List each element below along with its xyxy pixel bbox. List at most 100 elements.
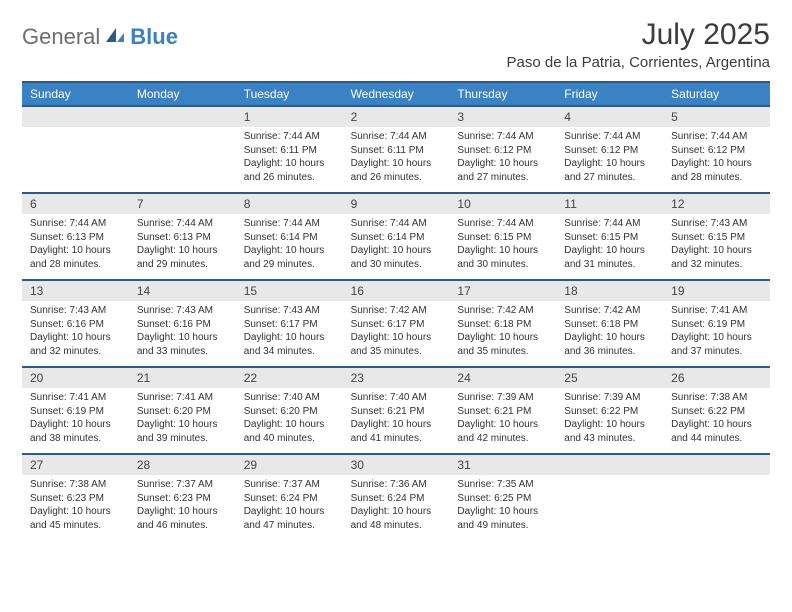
day-cell: Sunrise: 7:38 AMSunset: 6:22 PMDaylight:…: [663, 388, 770, 453]
logo: General Blue: [22, 24, 178, 50]
day-number: 17: [449, 281, 556, 301]
day-cell: Sunrise: 7:36 AMSunset: 6:24 PMDaylight:…: [343, 475, 450, 540]
sunrise-label: Sunrise: 7:41 AM: [671, 304, 762, 318]
daylight1-label: Daylight: 10 hours: [137, 505, 228, 519]
day-cell: Sunrise: 7:42 AMSunset: 6:18 PMDaylight:…: [449, 301, 556, 366]
sunrise-label: Sunrise: 7:44 AM: [564, 130, 655, 144]
daylight2-label: and 43 minutes.: [564, 432, 655, 446]
daylight2-label: and 29 minutes.: [244, 258, 335, 272]
sunrise-label: Sunrise: 7:40 AM: [351, 391, 442, 405]
sunset-label: Sunset: 6:12 PM: [564, 144, 655, 158]
calendar-body: 12345Sunrise: 7:44 AMSunset: 6:11 PMDayl…: [22, 105, 770, 540]
sunrise-label: Sunrise: 7:41 AM: [137, 391, 228, 405]
day-number: 25: [556, 368, 663, 388]
sunrise-label: Sunrise: 7:44 AM: [30, 217, 121, 231]
sunset-label: Sunset: 6:15 PM: [564, 231, 655, 245]
day-cell: Sunrise: 7:44 AMSunset: 6:14 PMDaylight:…: [343, 214, 450, 279]
sunrise-label: Sunrise: 7:44 AM: [457, 130, 548, 144]
daylight2-label: and 31 minutes.: [564, 258, 655, 272]
dayhead-monday: Monday: [129, 83, 236, 105]
sunrise-label: Sunrise: 7:44 AM: [244, 217, 335, 231]
day-cell: Sunrise: 7:37 AMSunset: 6:23 PMDaylight:…: [129, 475, 236, 540]
sunset-label: Sunset: 6:21 PM: [457, 405, 548, 419]
sunrise-label: Sunrise: 7:39 AM: [457, 391, 548, 405]
day-cell: [129, 127, 236, 192]
sunset-label: Sunset: 6:12 PM: [671, 144, 762, 158]
sunset-label: Sunset: 6:14 PM: [244, 231, 335, 245]
day-number: 13: [22, 281, 129, 301]
title-block: July 2025 Paso de la Patria, Corrientes,…: [507, 18, 770, 77]
sunrise-label: Sunrise: 7:37 AM: [137, 478, 228, 492]
day-cell: Sunrise: 7:44 AMSunset: 6:13 PMDaylight:…: [129, 214, 236, 279]
daylight2-label: and 37 minutes.: [671, 345, 762, 359]
daylight1-label: Daylight: 10 hours: [671, 157, 762, 171]
dayhead-sunday: Sunday: [22, 83, 129, 105]
sunrise-label: Sunrise: 7:37 AM: [244, 478, 335, 492]
sunset-label: Sunset: 6:22 PM: [564, 405, 655, 419]
sunset-label: Sunset: 6:17 PM: [244, 318, 335, 332]
daylight2-label: and 38 minutes.: [30, 432, 121, 446]
sunset-label: Sunset: 6:11 PM: [244, 144, 335, 158]
sunrise-label: Sunrise: 7:42 AM: [564, 304, 655, 318]
sunrise-label: Sunrise: 7:35 AM: [457, 478, 548, 492]
daylight1-label: Daylight: 10 hours: [564, 418, 655, 432]
daylight2-label: and 34 minutes.: [244, 345, 335, 359]
daylight1-label: Daylight: 10 hours: [457, 331, 548, 345]
sunrise-label: Sunrise: 7:38 AM: [30, 478, 121, 492]
daylight1-label: Daylight: 10 hours: [137, 244, 228, 258]
daylight2-label: and 28 minutes.: [671, 171, 762, 185]
day-cell: Sunrise: 7:42 AMSunset: 6:18 PMDaylight:…: [556, 301, 663, 366]
sunrise-label: Sunrise: 7:44 AM: [351, 217, 442, 231]
calendar-header-row: Sunday Monday Tuesday Wednesday Thursday…: [22, 81, 770, 105]
day-number: 24: [449, 368, 556, 388]
day-number: 8: [236, 194, 343, 214]
daylight1-label: Daylight: 10 hours: [351, 505, 442, 519]
daynum-row: 2728293031: [22, 453, 770, 475]
day-number: 22: [236, 368, 343, 388]
dayhead-tuesday: Tuesday: [236, 83, 343, 105]
dayhead-friday: Friday: [556, 83, 663, 105]
daylight2-label: and 32 minutes.: [671, 258, 762, 272]
sunrise-label: Sunrise: 7:38 AM: [671, 391, 762, 405]
day-cell: Sunrise: 7:44 AMSunset: 6:12 PMDaylight:…: [556, 127, 663, 192]
sunrise-label: Sunrise: 7:44 AM: [137, 217, 228, 231]
day-number: 12: [663, 194, 770, 214]
daylight2-label: and 40 minutes.: [244, 432, 335, 446]
daylight1-label: Daylight: 10 hours: [137, 331, 228, 345]
day-number: 6: [22, 194, 129, 214]
sunset-label: Sunset: 6:25 PM: [457, 492, 548, 506]
sunset-label: Sunset: 6:15 PM: [457, 231, 548, 245]
sunrise-label: Sunrise: 7:41 AM: [30, 391, 121, 405]
day-number: 26: [663, 368, 770, 388]
week-row: Sunrise: 7:44 AMSunset: 6:13 PMDaylight:…: [22, 214, 770, 279]
day-cell: Sunrise: 7:44 AMSunset: 6:15 PMDaylight:…: [449, 214, 556, 279]
daylight2-label: and 30 minutes.: [457, 258, 548, 272]
daylight2-label: and 33 minutes.: [137, 345, 228, 359]
day-number: 20: [22, 368, 129, 388]
daylight1-label: Daylight: 10 hours: [244, 505, 335, 519]
daylight2-label: and 27 minutes.: [457, 171, 548, 185]
daylight2-label: and 36 minutes.: [564, 345, 655, 359]
day-number: 1: [236, 107, 343, 127]
sunrise-label: Sunrise: 7:44 AM: [564, 217, 655, 231]
daylight2-label: and 30 minutes.: [351, 258, 442, 272]
sunset-label: Sunset: 6:18 PM: [564, 318, 655, 332]
daylight1-label: Daylight: 10 hours: [457, 418, 548, 432]
sunset-label: Sunset: 6:23 PM: [137, 492, 228, 506]
sunrise-label: Sunrise: 7:42 AM: [457, 304, 548, 318]
sunrise-label: Sunrise: 7:43 AM: [137, 304, 228, 318]
day-number: 21: [129, 368, 236, 388]
daylight1-label: Daylight: 10 hours: [564, 331, 655, 345]
day-number: 9: [343, 194, 450, 214]
dayhead-saturday: Saturday: [663, 83, 770, 105]
sunset-label: Sunset: 6:13 PM: [137, 231, 228, 245]
day-number: 15: [236, 281, 343, 301]
sunset-label: Sunset: 6:19 PM: [671, 318, 762, 332]
week-row: Sunrise: 7:38 AMSunset: 6:23 PMDaylight:…: [22, 475, 770, 540]
daynum-row: 20212223242526: [22, 366, 770, 388]
day-cell: Sunrise: 7:44 AMSunset: 6:14 PMDaylight:…: [236, 214, 343, 279]
day-number: 30: [343, 455, 450, 475]
daylight2-label: and 26 minutes.: [244, 171, 335, 185]
day-cell: Sunrise: 7:41 AMSunset: 6:19 PMDaylight:…: [663, 301, 770, 366]
day-number: 23: [343, 368, 450, 388]
